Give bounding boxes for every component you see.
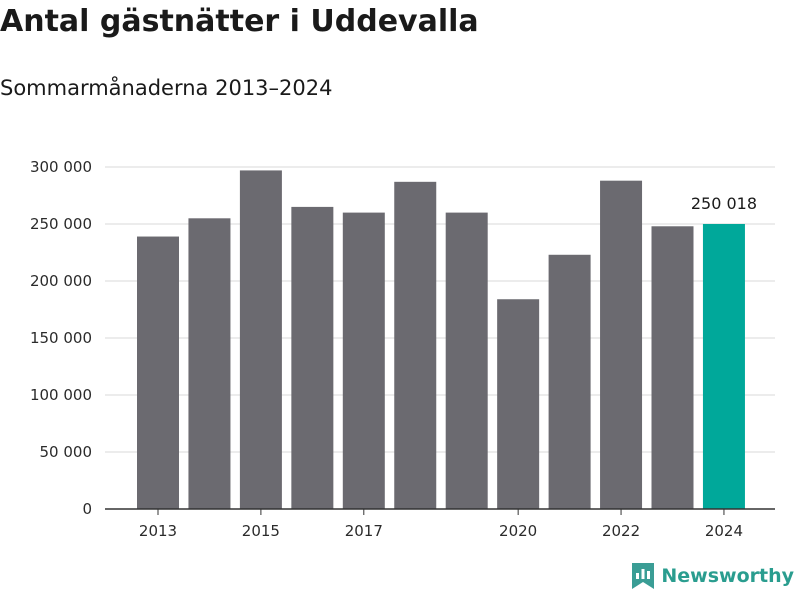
bar-2024 xyxy=(702,223,745,510)
y-tick-label: 250 000 xyxy=(30,215,92,233)
bar-2018 xyxy=(394,181,437,509)
bar-2016 xyxy=(291,206,334,509)
axis-layer: 0 50 000 100 000 150 000 200 000 250 000 300 0… xyxy=(30,158,775,540)
chart-subtitle: Sommarmånaderna 2013–2024 xyxy=(0,76,333,100)
labels-layer: 250 018 xyxy=(691,194,757,213)
brand-name: Newsworthy xyxy=(661,565,794,587)
y-tick-label: 200 000 xyxy=(30,272,92,290)
brand-logo: Newsworthy xyxy=(631,562,794,590)
y-tick-label: 50 000 xyxy=(40,443,93,461)
bars-layer xyxy=(137,170,745,510)
y-tick-label: 100 000 xyxy=(30,386,92,404)
bar-2014 xyxy=(188,218,231,510)
bar-2021 xyxy=(548,254,591,509)
bar-2023 xyxy=(651,226,694,509)
x-tick-label: 2022 xyxy=(602,522,640,540)
bar-2019 xyxy=(445,212,488,509)
y-tick-label: 0 xyxy=(82,500,92,518)
bar-2017 xyxy=(342,212,385,509)
value-label-2024: 250 018 xyxy=(691,194,757,213)
chart-title: Antal gästnätter i Uddevalla xyxy=(0,4,479,39)
y-tick-label: 150 000 xyxy=(30,329,92,347)
bar-2013 xyxy=(137,236,179,510)
bar-2022 xyxy=(600,180,643,509)
bar-2020 xyxy=(497,299,540,509)
bar-2015 xyxy=(239,170,282,510)
y-tick-label: 300 000 xyxy=(30,158,92,176)
x-tick-label: 2020 xyxy=(499,522,537,540)
x-tick-label: 2013 xyxy=(139,522,177,540)
bar-chart-bookmark-icon xyxy=(632,563,655,589)
x-tick-label: 2015 xyxy=(242,522,280,540)
x-tick-label: 2017 xyxy=(345,522,383,540)
x-tick-label: 2024 xyxy=(705,522,743,540)
